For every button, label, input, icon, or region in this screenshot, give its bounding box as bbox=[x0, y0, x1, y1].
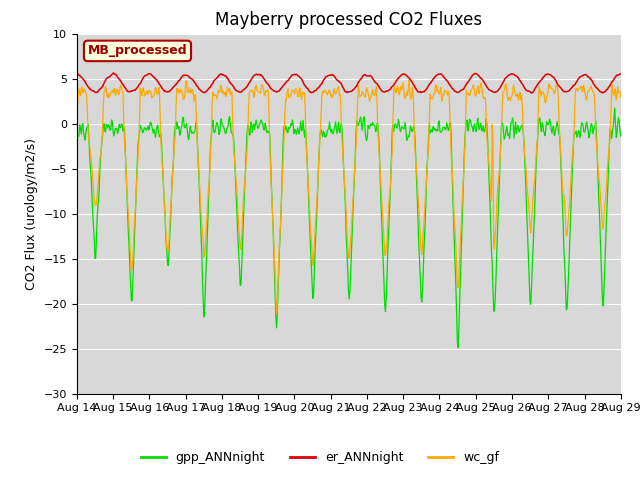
er_ANNnight bbox=[528, 90, 536, 96]
wc_gf bbox=[273, 311, 280, 317]
er_ANNnight bbox=[195, 85, 202, 91]
er_ANNnight bbox=[83, 82, 90, 87]
Line: wc_gf: wc_gf bbox=[77, 80, 621, 314]
Text: MB_processed: MB_processed bbox=[88, 44, 188, 58]
gpp_ANNnight bbox=[454, 345, 462, 350]
gpp_ANNnight bbox=[611, 105, 619, 111]
wc_gf bbox=[617, 95, 625, 100]
gpp_ANNnight bbox=[415, 242, 422, 248]
wc_gf bbox=[417, 235, 424, 241]
wc_gf bbox=[83, 92, 90, 97]
er_ANNnight bbox=[109, 70, 117, 76]
gpp_ANNnight bbox=[223, 126, 230, 132]
gpp_ANNnight bbox=[139, 130, 147, 135]
wc_gf bbox=[73, 104, 81, 109]
er_ANNnight bbox=[416, 89, 424, 95]
Y-axis label: CO2 Flux (urology/m2/s): CO2 Flux (urology/m2/s) bbox=[25, 138, 38, 289]
gpp_ANNnight bbox=[617, 133, 625, 139]
Title: Mayberry processed CO2 Fluxes: Mayberry processed CO2 Fluxes bbox=[215, 11, 483, 29]
gpp_ANNnight bbox=[194, 151, 202, 157]
wc_gf bbox=[405, 77, 413, 83]
wc_gf bbox=[223, 91, 230, 97]
wc_gf bbox=[194, 151, 202, 156]
gpp_ANNnight bbox=[431, 125, 438, 131]
er_ANNnight bbox=[617, 71, 625, 77]
wc_gf bbox=[139, 85, 147, 91]
Line: gpp_ANNnight: gpp_ANNnight bbox=[77, 108, 621, 348]
er_ANNnight bbox=[431, 73, 439, 79]
er_ANNnight bbox=[223, 75, 231, 81]
gpp_ANNnight bbox=[83, 125, 90, 131]
wc_gf bbox=[433, 82, 440, 88]
Legend: gpp_ANNnight, er_ANNnight, wc_gf: gpp_ANNnight, er_ANNnight, wc_gf bbox=[136, 446, 504, 469]
er_ANNnight bbox=[140, 75, 147, 81]
Line: er_ANNnight: er_ANNnight bbox=[77, 73, 621, 93]
gpp_ANNnight bbox=[73, 139, 81, 144]
er_ANNnight bbox=[73, 71, 81, 76]
